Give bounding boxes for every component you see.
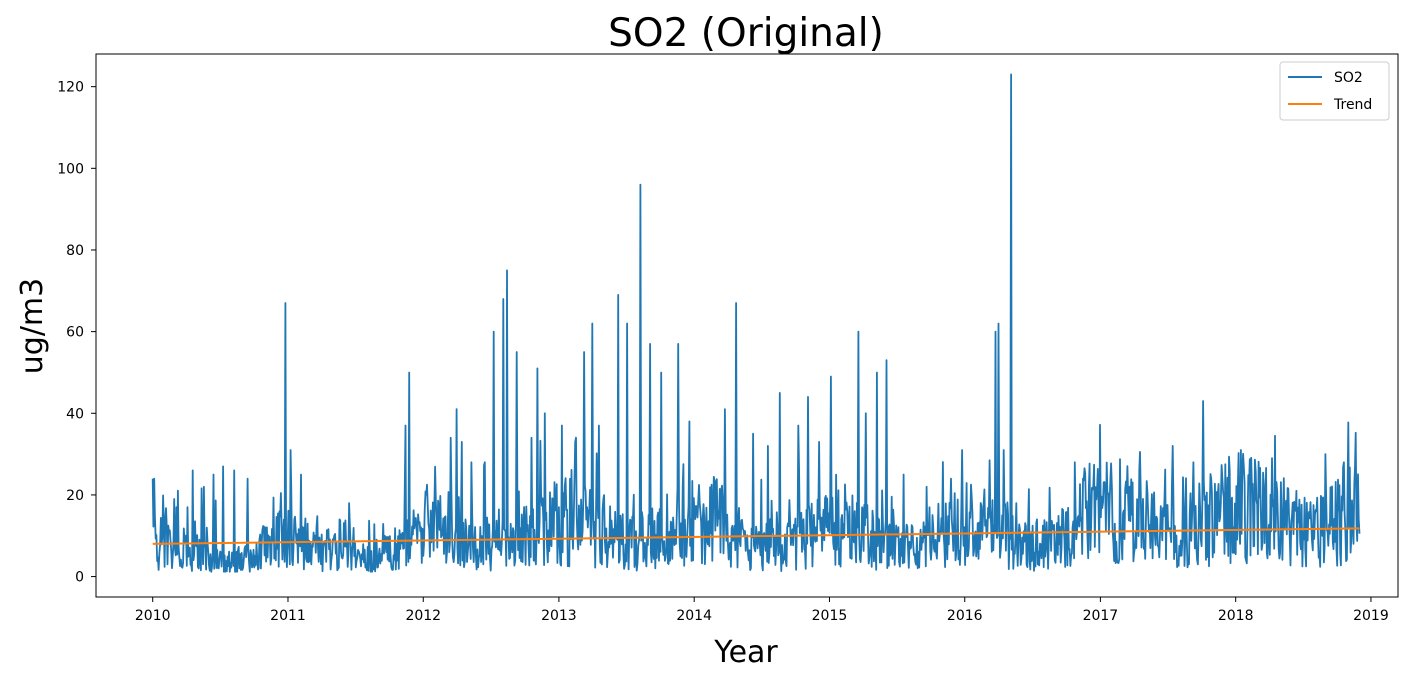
x-tick-label: 2018	[1218, 608, 1254, 624]
y-tick-label: 20	[66, 488, 84, 504]
so2-series	[151, 73, 1361, 573]
legend: SO2 Trend	[1279, 61, 1390, 121]
x-tick-label: 2015	[812, 608, 848, 624]
trend-line	[152, 527, 1360, 545]
x-tick-label: 2019	[1353, 608, 1389, 624]
y-axis-title: ug/m3	[15, 278, 50, 374]
x-tick-label: 2011	[270, 608, 306, 624]
y-tick-label: 60	[66, 325, 84, 341]
y-tick-label: 0	[75, 570, 84, 586]
y-tick-label: 80	[66, 243, 84, 259]
y-axis: 0 20 40 60 80 100 120	[57, 80, 96, 586]
legend-label-trend: Trend	[1333, 97, 1372, 113]
x-tick-label: 2014	[676, 608, 712, 624]
legend-label-so2: SO2	[1334, 70, 1363, 86]
y-tick-label: 40	[66, 406, 84, 422]
x-tick-label: 2016	[947, 608, 983, 624]
trend-series	[152, 527, 1360, 545]
x-axis: 2010 2011 2012 2013 2014 2015 2016 2017 2018 2019	[135, 597, 1389, 624]
chart-title: SO2 (Original)	[608, 11, 884, 56]
x-tick-label: 2013	[541, 608, 577, 624]
so2-line	[151, 73, 1361, 573]
y-tick-label: 100	[57, 161, 84, 177]
x-tick-label: 2010	[135, 608, 171, 624]
plot-frame	[95, 53, 1399, 598]
x-axis-title: Year	[713, 635, 778, 670]
x-tick-label: 2017	[1083, 608, 1119, 624]
x-tick-label: 2012	[405, 608, 441, 624]
y-tick-label: 120	[57, 80, 84, 96]
